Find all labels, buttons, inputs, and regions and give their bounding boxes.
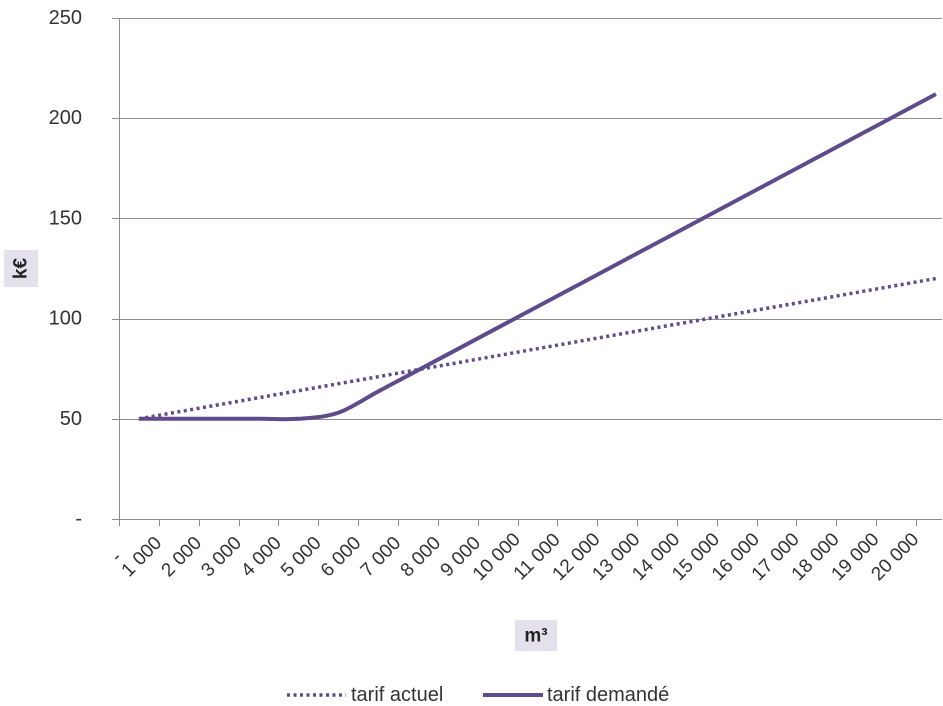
x-tick-label: 3 000 (197, 533, 245, 581)
x-tick-label: 4 000 (237, 533, 285, 581)
x-axis-title-text: m³ (524, 626, 547, 647)
y-axis-tick-labels: - 50 100 150 200 250 (49, 7, 82, 530)
legend-item-tarif-actuel: tarif actuel (287, 684, 443, 706)
y-tick-label: 50 (60, 408, 82, 430)
x-axis-ticks (119, 519, 917, 526)
x-tick-label: 1 000 (118, 533, 166, 581)
x-tick-label: 8 000 (397, 533, 445, 581)
x-tick-label: 5 000 (277, 533, 325, 581)
y-axis-title-box (4, 250, 38, 287)
y-tick-label: 250 (49, 7, 82, 29)
x-tick-label: 6 000 (317, 533, 365, 581)
x-tick-label: 7 000 (357, 533, 405, 581)
x-tick-label: 2 000 (158, 533, 206, 581)
legend-item-tarif-demande: tarif demandé (483, 684, 669, 706)
legend-label-tarif-demande: tarif demandé (547, 684, 669, 706)
y-axis-ticks (112, 18, 119, 520)
x-axis-title-box (515, 620, 557, 651)
series-line-tarif-actuel (138, 276, 937, 421)
y-axis-title: k€ (4, 250, 38, 287)
y-axis-title-text: k€ (11, 258, 32, 280)
x-axis-title: m³ (515, 620, 557, 651)
y-tick-label: 150 (49, 207, 82, 229)
series-line-tarif-demande (138, 92, 937, 422)
y-tick-label: 200 (49, 107, 82, 129)
gridlines (119, 18, 942, 420)
y-tick-label: - (75, 508, 82, 530)
series-lines (138, 92, 937, 422)
y-tick-label: 100 (49, 308, 82, 330)
legend: tarif actuel tarif demandé (287, 684, 669, 706)
legend-label-tarif-actuel: tarif actuel (351, 684, 443, 706)
